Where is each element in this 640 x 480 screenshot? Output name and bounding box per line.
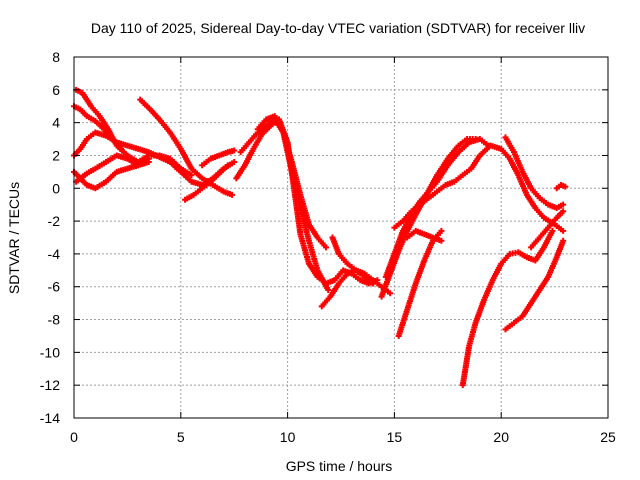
plot-frame [73,56,609,419]
series-arc-21 [502,134,567,211]
data-point [438,227,445,234]
x-tick-label: 20 [493,429,509,445]
series-arc-13 [329,234,377,287]
data-point [560,201,567,208]
series-arc-14 [378,136,479,300]
data-point [370,280,377,287]
data-point [560,227,567,234]
series-arc-19 [459,227,556,389]
y-tick-label: -10 [40,344,60,360]
data-point [560,237,567,244]
y-tick-label: -12 [40,377,60,393]
data-points [71,86,569,389]
x-tick-label: 25 [600,429,616,445]
series-arc-20 [502,237,567,333]
series-arc-22 [528,208,567,251]
y-tick-label: 6 [52,82,60,98]
x-tick-label: 15 [387,429,403,445]
series-arc-7 [182,162,231,203]
y-tick-label: 8 [52,49,60,65]
data-point [438,237,445,244]
y-tick-label: -4 [48,246,61,262]
y-tick-label: 2 [52,147,60,163]
series-arc-23 [553,181,569,192]
data-point [224,162,231,169]
series-arc-8 [199,147,238,169]
series-arc-11 [254,113,330,251]
data-point [560,208,567,215]
data-point [231,147,238,154]
x-tick-label: 10 [280,429,296,445]
y-tick-label: 4 [52,115,60,131]
series-arc-18 [404,227,445,244]
y-tick-label: -2 [48,213,61,229]
y-tick-label: -14 [40,410,60,426]
series-arc-9 [233,116,381,287]
y-axis-label: SDTVAR / TECUs [6,182,22,294]
series-arc-15 [382,136,492,280]
series-arc-6 [137,96,236,198]
x-axis-label: GPS time / hours [286,458,393,474]
data-point [229,191,236,198]
data-point [387,290,394,297]
data-point [231,159,238,166]
data-point [325,287,332,294]
y-tick-label: -8 [48,312,61,328]
series-arc-16 [391,142,567,234]
y-tick-label: -6 [48,279,61,295]
axis-ticks: 0 5 10 15 20 25 -14 -12 -10 -8 -6 -4 -2 0 2 4 6 8 [40,49,616,445]
y-tick-label: 0 [52,180,60,196]
x-tick-label: 5 [177,429,185,445]
data-point [117,145,124,152]
data-point [145,159,152,166]
x-tick-label: 0 [70,429,78,445]
data-point [562,183,569,190]
chart-title: Day 110 of 2025, Sidereal Day-to-day VTE… [91,20,585,36]
data-point [323,244,330,251]
data-point [549,227,556,234]
data-point [188,172,195,179]
